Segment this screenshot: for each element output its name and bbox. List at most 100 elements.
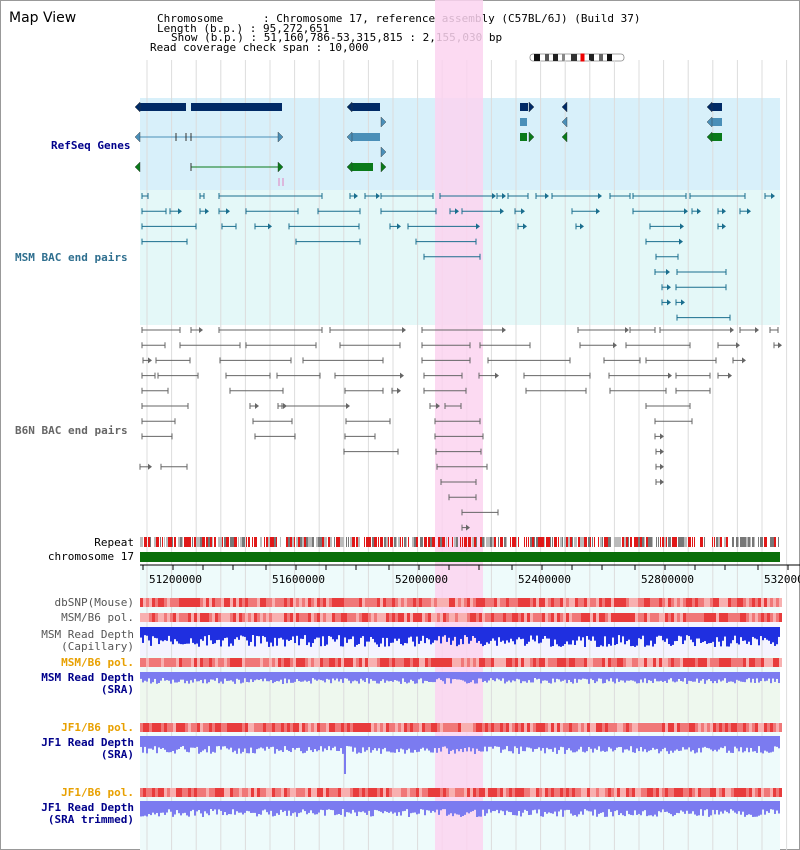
jf1-depth-bar (432, 736, 434, 753)
msm-pol2-cell (188, 658, 191, 667)
repeat-track[interactable] (140, 537, 779, 547)
msm-cap-depth-bar (564, 627, 566, 645)
repeat-block (286, 537, 289, 547)
jf1-pol-cell (176, 723, 179, 732)
repeat-block (394, 537, 397, 547)
msm-cap-depth-bar (276, 627, 278, 646)
msm-sra-depth-bar (472, 672, 474, 681)
jf1-depth-bar (520, 736, 522, 747)
dbsnp-cell (359, 598, 362, 607)
dbsnp-cell (554, 598, 557, 607)
repeat-block (186, 537, 189, 547)
jf1-pol2-cell (275, 788, 278, 797)
msm-pol2-cell (665, 658, 668, 667)
jf1-trim-depth-bar (470, 801, 472, 812)
jf1-depth-bar (228, 736, 230, 750)
jf1-pol2-cell (560, 788, 563, 797)
jf1-pol-cell (677, 723, 680, 732)
msm-cap-depth-bar (450, 627, 452, 645)
jf1-trim-depth-bar (572, 801, 574, 816)
dbsnp-cell (620, 598, 623, 607)
jf1-pol-cell (716, 723, 719, 732)
jf1-depth-bar (598, 736, 600, 747)
msm-sra-depth-bar (204, 672, 206, 680)
repeat-block (778, 537, 779, 547)
jf1-trim-depth-bar (564, 801, 566, 811)
jf1-pol-cell (395, 723, 398, 732)
msm-cap-depth-bar (306, 627, 308, 646)
jf1-pol2-cell (773, 788, 776, 797)
msm-sra-depth-bar (764, 672, 766, 682)
msm-cap-depth-bar (602, 627, 604, 647)
msm-pol2-cell (725, 658, 728, 667)
dbsnp-cell (239, 598, 242, 607)
msm-cap-depth-bar (726, 627, 728, 647)
b6n-bac-pair-arrow (436, 403, 440, 409)
dbsnp-cell (221, 598, 224, 607)
repeat-block (202, 537, 205, 547)
jf1-trim-depth-bar (652, 801, 654, 817)
repeat-block (246, 537, 247, 547)
jf1-pol2-cell (239, 788, 242, 797)
polymorphism-depth-tracks[interactable] (140, 598, 782, 817)
jf1-depth-bar (702, 736, 704, 748)
jf1-pol-cell (374, 723, 377, 732)
msm-pol2-cell (452, 658, 455, 667)
dbsnp-cell (734, 598, 737, 607)
msm-pol-cell (728, 613, 731, 622)
selected-region-highlight[interactable] (435, 0, 483, 850)
jf1-pol2-cell (677, 788, 680, 797)
jf1-pol-cell (335, 723, 338, 732)
refseq-gene-track[interactable] (134, 101, 722, 186)
msm-cap-depth-bar (626, 627, 628, 642)
dbsnp-cell (587, 598, 590, 607)
msm-pol-cell (764, 613, 767, 622)
msm-pol2-cell (380, 658, 383, 667)
jf1-pol2-cell (701, 788, 704, 797)
chromosome-bar[interactable] (140, 552, 780, 562)
msm-pol-cell (404, 613, 407, 622)
jf1-trim-depth-bar (640, 801, 642, 816)
repeat-block (564, 537, 566, 547)
jf1-pol2-cell (326, 788, 329, 797)
jf1-trim-depth-bar (536, 801, 538, 814)
msm-pol2-cell (446, 658, 449, 667)
msm-pol-cell (644, 613, 647, 622)
jf1-pol-cell (431, 723, 434, 732)
msm-cap-depth-bar (168, 627, 170, 636)
jf1-pol2-cell (605, 788, 608, 797)
msm-pol2-cell (344, 658, 347, 667)
dbsnp-cell (578, 598, 581, 607)
track-label-chromosome: chromosome 17 (48, 550, 134, 563)
msm-sra-depth-bar (598, 672, 600, 679)
jf1-pol-cell (158, 723, 161, 732)
msm-cap-depth-bar (640, 627, 642, 640)
dbsnp-cell (347, 598, 350, 607)
b6n-bac-track[interactable] (139, 327, 782, 531)
gene-block (352, 133, 380, 141)
chromosome-ideogram[interactable] (529, 53, 625, 62)
msm-sra-depth-bar (674, 672, 676, 683)
msm-pol2-cell (755, 658, 758, 667)
msm-cap-depth-bar (636, 627, 638, 646)
msm-pol-cell (206, 613, 209, 622)
jf1-pol-cell (668, 723, 671, 732)
repeat-block (492, 537, 495, 547)
jf1-depth-bar (206, 736, 208, 753)
msm-cap-depth-bar (696, 627, 698, 639)
jf1-trim-depth-bar (212, 801, 214, 811)
jf1-pol2-cell (251, 788, 254, 797)
jf1-depth-bar (156, 736, 158, 754)
msm-cap-depth-bar (370, 627, 372, 637)
msm-bac-track[interactable] (141, 193, 775, 321)
jf1-pol-cell (599, 723, 602, 732)
dbsnp-cell (593, 598, 596, 607)
msm-sra-depth-bar (754, 672, 756, 684)
msm-pol-cell (332, 613, 335, 622)
jf1-trim-depth-bar (356, 801, 358, 817)
jf1-pol2-cell (728, 788, 731, 797)
jf1-trim-depth-bar (594, 801, 596, 810)
repeat-block (524, 537, 525, 547)
msm-pol2-cell (167, 658, 170, 667)
